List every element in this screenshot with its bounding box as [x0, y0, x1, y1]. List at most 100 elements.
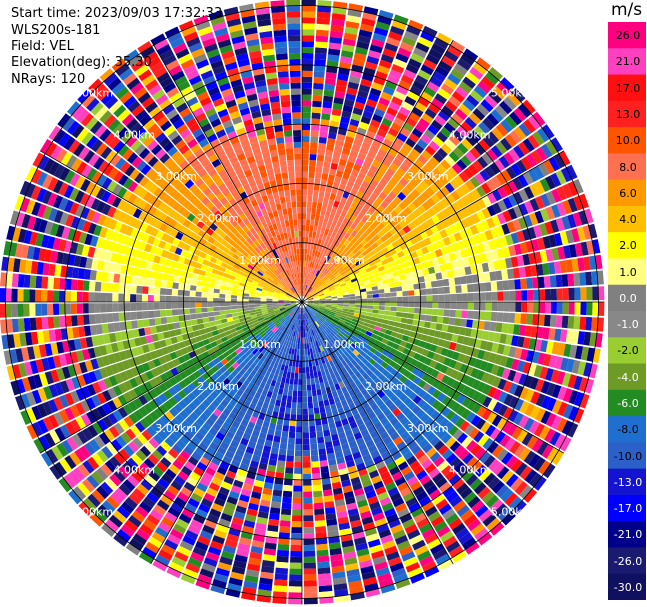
velocity-gate: [476, 243, 485, 254]
velocity-gate: [321, 113, 331, 121]
velocity-gate: [291, 304, 297, 307]
velocity-gate: [209, 413, 219, 422]
velocity-gate: [331, 433, 339, 441]
velocity-gate: [312, 282, 317, 289]
velocity-gate: [279, 308, 286, 312]
velocity-gate: [47, 290, 54, 302]
velocity-gate: [273, 483, 283, 491]
velocity-gate: [275, 349, 281, 357]
velocity-gate: [454, 175, 465, 186]
velocity-gate: [184, 461, 196, 472]
velocity-gate: [525, 153, 538, 168]
velocity-gate: [204, 327, 212, 334]
velocity-gate: [440, 186, 450, 197]
velocity-gate: [293, 384, 298, 391]
velocity-gate: [314, 53, 327, 60]
velocity-gate: [167, 506, 181, 518]
velocity-gate: [308, 177, 315, 184]
velocity-gate: [336, 388, 343, 396]
velocity-gate: [328, 397, 335, 405]
velocity-gate: [309, 348, 314, 355]
velocity-gate: [322, 234, 328, 241]
velocity-gate: [397, 402, 407, 412]
velocity-gate: [283, 340, 288, 347]
velocity-gate: [334, 383, 341, 391]
velocity-gate: [349, 421, 358, 429]
velocity-gate: [312, 306, 319, 310]
velocity-gate: [393, 137, 405, 148]
velocity-gate: [567, 273, 575, 287]
velocity-gate: [307, 183, 314, 190]
velocity-gate: [435, 498, 449, 510]
velocity-gate: [303, 473, 312, 480]
velocity-gate: [72, 327, 80, 339]
velocity-gate: [352, 107, 364, 116]
velocity-gate: [60, 328, 68, 340]
velocity-gate: [397, 540, 411, 551]
velocity-gate: [328, 332, 334, 339]
velocity-gate: [475, 464, 488, 477]
velocity-gate: [218, 373, 227, 382]
velocity-gate: [357, 278, 364, 284]
velocity-gate: [314, 65, 326, 72]
velocity-gate: [420, 295, 427, 302]
velocity-gate: [382, 279, 389, 285]
velocity-gate: [61, 226, 71, 240]
velocity-gate: [343, 246, 350, 254]
velocity-gate: [460, 345, 469, 355]
velocity-gate: [178, 341, 186, 349]
velocity-gate: [302, 88, 312, 95]
velocity-gate: [149, 378, 159, 388]
velocity-gate: [284, 303, 291, 305]
velocity-gate: [533, 364, 543, 378]
velocity-gate: [532, 131, 545, 146]
velocity-gate: [478, 121, 491, 135]
velocity-gate: [364, 210, 373, 219]
velocity-gate: [404, 95, 417, 107]
velocity-gate: [421, 348, 430, 357]
velocity-gate: [483, 321, 491, 331]
velocity-gate: [82, 220, 92, 233]
velocity-gate: [322, 312, 329, 317]
velocity-gate: [392, 270, 400, 277]
velocity-gate: [202, 317, 210, 323]
velocity-gate: [318, 265, 323, 272]
velocity-gate: [211, 399, 220, 408]
velocity-gate: [91, 471, 104, 485]
velocity-gate: [234, 276, 241, 282]
velocity-gate: [273, 308, 280, 312]
velocity-gate: [419, 522, 433, 534]
velocity-gate: [484, 94, 498, 108]
velocity-gate: [473, 234, 483, 245]
velocity-gate: [102, 500, 116, 514]
velocity-gate: [332, 571, 346, 579]
velocity-gate: [454, 277, 462, 285]
velocity-gate: [42, 330, 51, 343]
velocity-gate: [313, 184, 320, 191]
velocity-gate: [226, 282, 234, 288]
velocity-gate: [113, 221, 123, 232]
velocity-gate: [367, 327, 374, 333]
velocity-gate: [268, 372, 275, 380]
velocity-gate: [128, 389, 138, 400]
velocity-gate: [495, 225, 505, 237]
velocity-gate: [328, 250, 334, 258]
velocity-gate: [461, 207, 471, 218]
velocity-gate: [212, 535, 225, 545]
velocity-gate: [122, 391, 133, 403]
velocity-gate: [344, 341, 351, 348]
velocity-gate: [227, 320, 235, 326]
velocity-gate: [360, 308, 367, 312]
velocity-gate: [85, 336, 94, 348]
velocity-gate: [517, 141, 530, 156]
velocity-gate: [444, 100, 458, 113]
velocity-gate: [296, 331, 299, 338]
velocity-gate: [237, 308, 244, 313]
velocity-gate: [524, 403, 535, 417]
velocity-gate: [69, 187, 80, 201]
velocity-gate: [127, 205, 138, 216]
velocity-gate: [425, 281, 432, 289]
velocity-gate: [513, 205, 523, 218]
velocity-gate: [346, 568, 360, 577]
velocity-gate: [337, 297, 344, 300]
